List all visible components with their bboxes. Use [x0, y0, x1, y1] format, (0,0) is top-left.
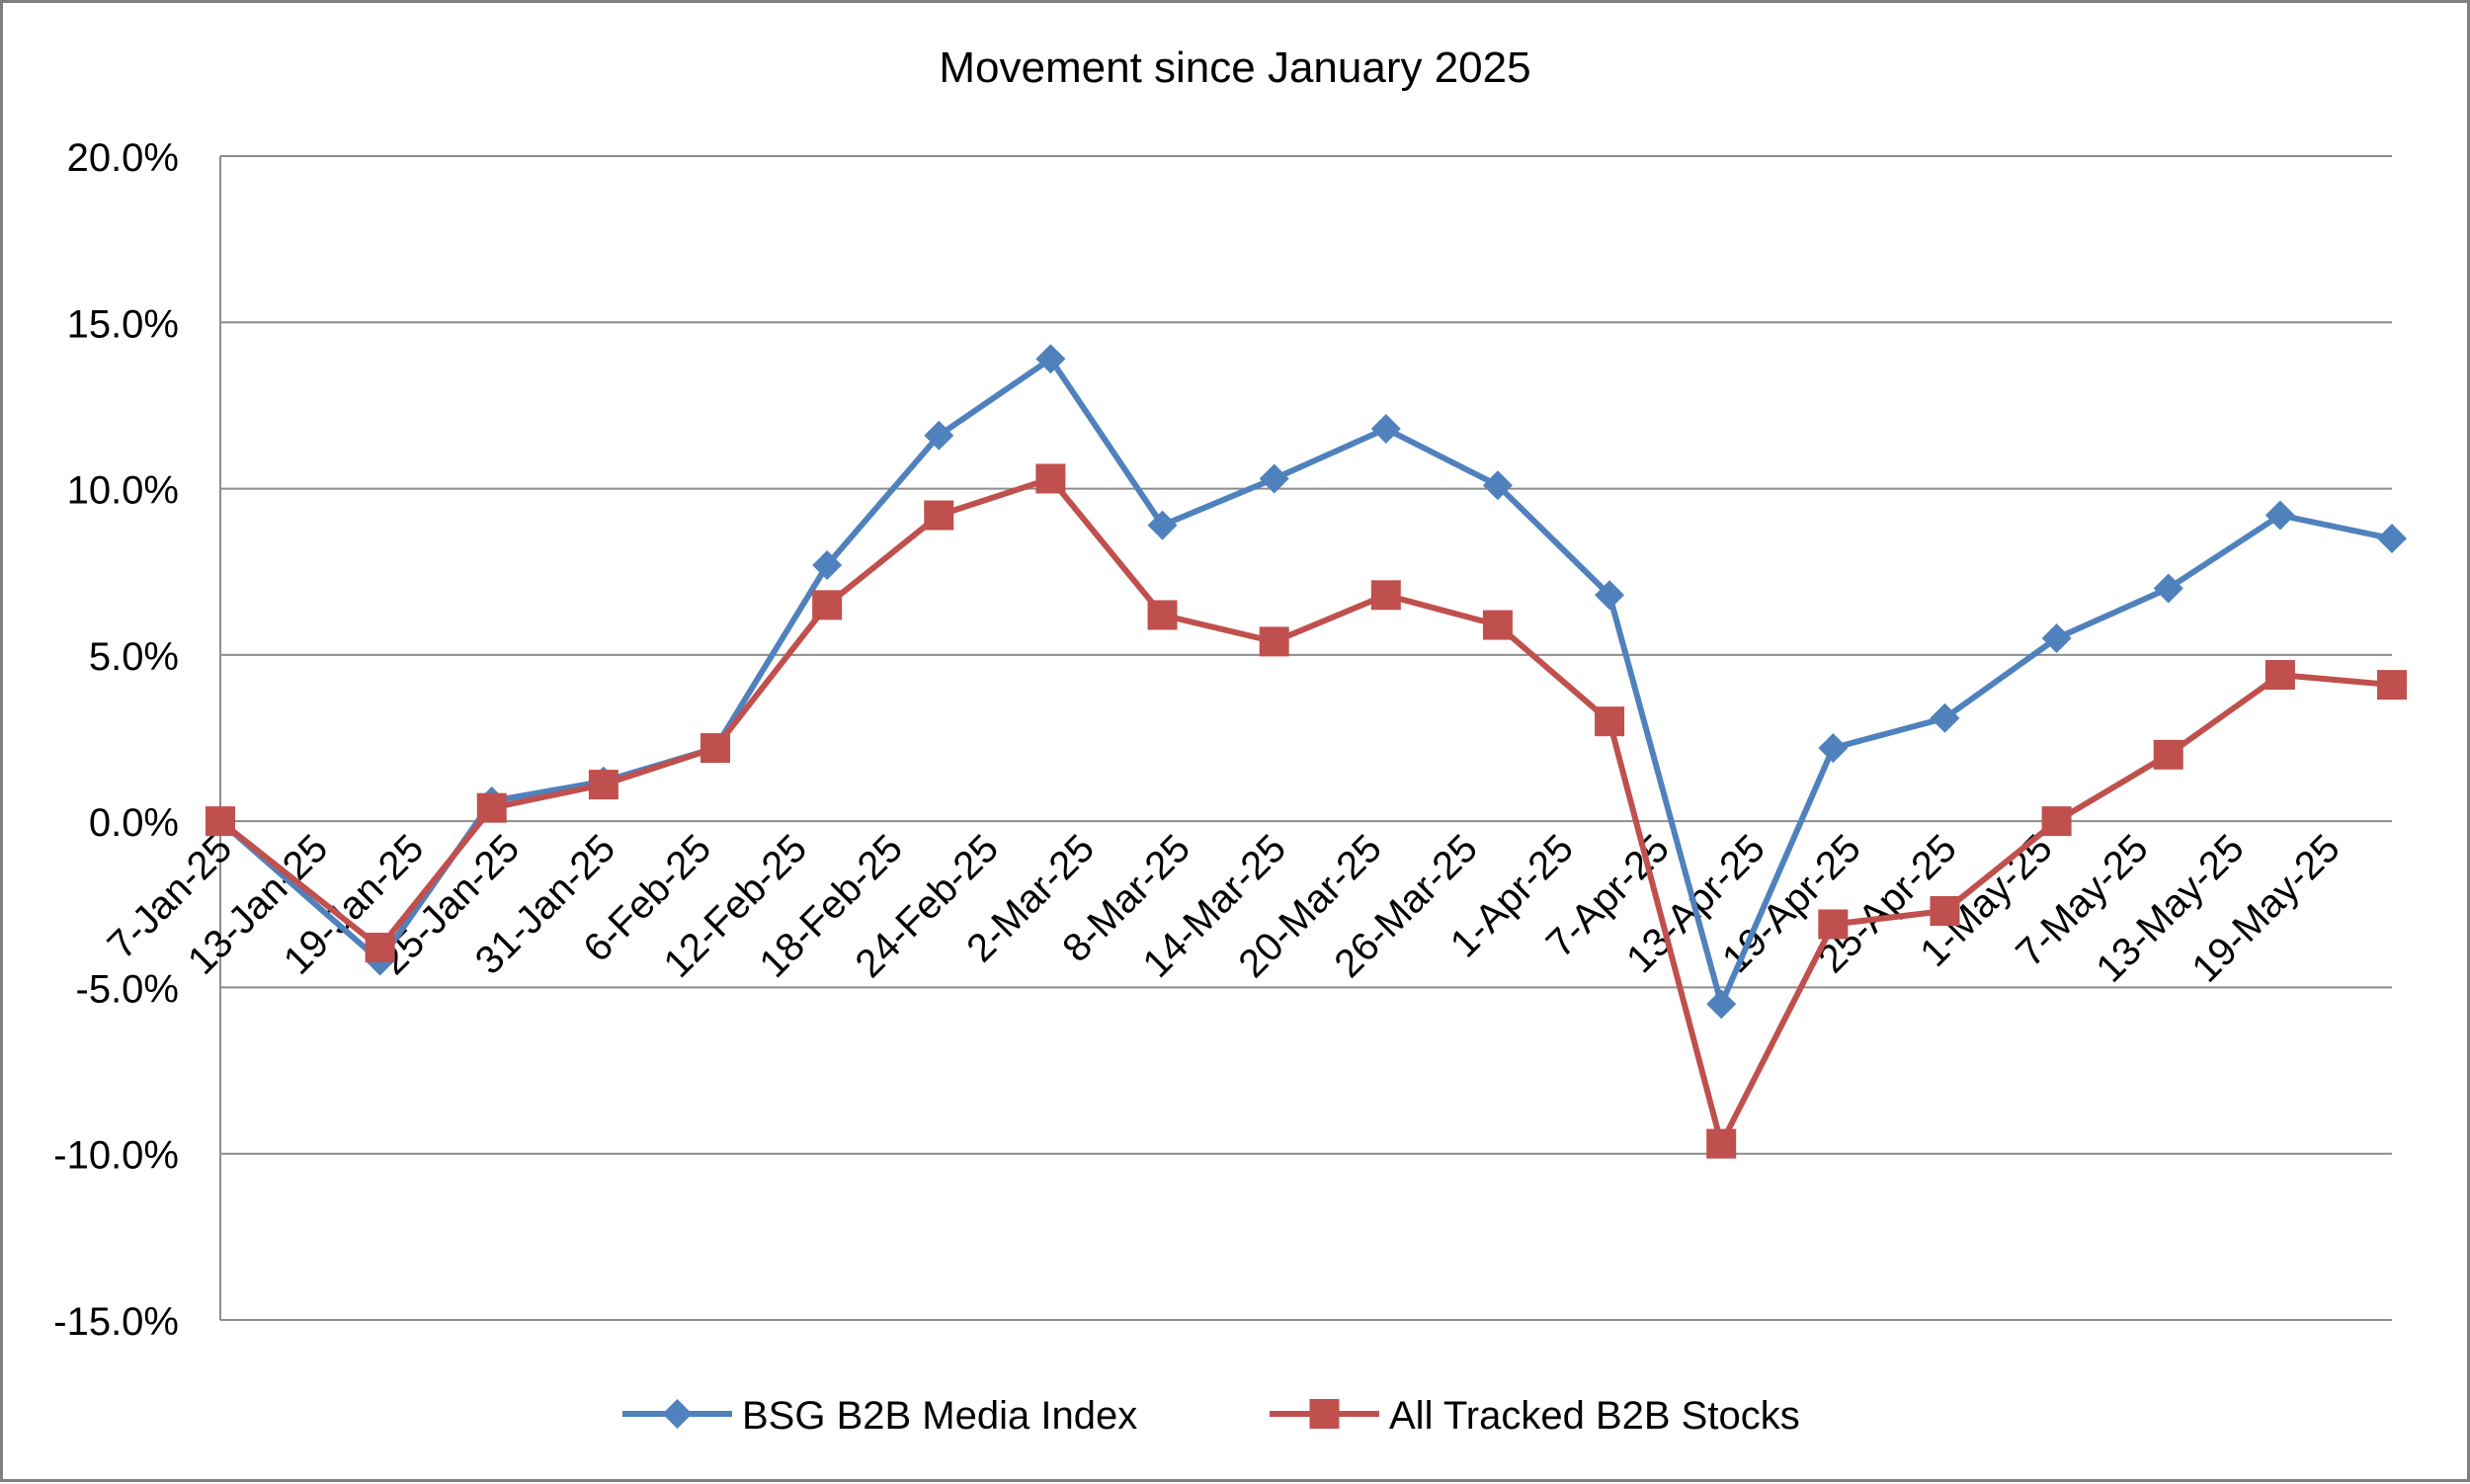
- data-point: [812, 549, 843, 580]
- data-point: [1482, 610, 1513, 640]
- y-tick-label: 5.0%: [89, 635, 179, 679]
- data-point: [1147, 510, 1178, 540]
- legend-entry: All Tracked B2B Stocks: [1270, 1394, 1800, 1438]
- data-point: [700, 733, 731, 764]
- data-point: [588, 770, 618, 800]
- series-layer: [206, 344, 2407, 1159]
- data-point: [924, 500, 954, 531]
- data-point: [476, 792, 507, 823]
- data-point: [2264, 660, 2295, 691]
- y-tick-label: 20.0%: [67, 136, 179, 180]
- gridlines: [219, 155, 2392, 1321]
- y-tick-label: 10.0%: [67, 469, 179, 513]
- data-point: [924, 420, 954, 451]
- y-tick-label: -15.0%: [53, 1300, 179, 1344]
- y-tick-label: 0.0%: [89, 801, 179, 845]
- x-axis-tick-labels: 7-Jan-2513-Jan-2519-Jan-2525-Jan-2531-Ja…: [100, 826, 2348, 990]
- data-point: [2041, 623, 2072, 654]
- data-point: [1595, 706, 1625, 737]
- y-tick-label: 15.0%: [67, 302, 179, 346]
- legend-label: All Tracked B2B Stocks: [1389, 1394, 1800, 1438]
- data-point: [1370, 413, 1401, 444]
- data-point: [2377, 670, 2407, 701]
- data-point: [206, 806, 235, 837]
- data-point: [2264, 500, 2295, 531]
- data-point: [1706, 989, 1737, 1020]
- data-point: [1482, 470, 1513, 501]
- data-point: [2377, 524, 2407, 554]
- data-point: [1930, 896, 1960, 927]
- legend-entry: BSG B2B Media Index: [622, 1394, 1137, 1438]
- series-2: [206, 463, 2407, 1159]
- data-point: [1370, 580, 1401, 611]
- data-point: [812, 590, 843, 620]
- legend: BSG B2B Media Index All Tracked B2B Stock…: [622, 1394, 1800, 1438]
- data-point: [2153, 573, 2183, 604]
- legend-marker: [1309, 1399, 1340, 1429]
- data-point: [1818, 733, 1849, 764]
- data-point: [2041, 806, 2072, 837]
- series-line: [218, 475, 2393, 1147]
- data-point: [1595, 580, 1625, 611]
- legend-marker: [662, 1399, 693, 1429]
- data-point: [1930, 702, 1960, 733]
- data-point: [1818, 909, 1849, 940]
- data-point: [1035, 463, 1066, 494]
- y-tick-label: -10.0%: [53, 1134, 179, 1178]
- legend-label: BSG B2B Media Index: [742, 1394, 1137, 1438]
- data-point: [1035, 344, 1066, 374]
- data-point: [1259, 463, 1289, 494]
- data-point: [365, 933, 395, 963]
- y-tick-label: -5.0%: [76, 967, 180, 1011]
- data-point: [2153, 739, 2183, 770]
- data-point: [1147, 600, 1178, 630]
- data-point: [1259, 626, 1289, 657]
- data-point: [1706, 1128, 1737, 1159]
- chart-title: Movement since January 2025: [939, 43, 1530, 92]
- line-chart: Movement since January 2025 -15.0% -10.0%…: [53, 43, 2407, 1438]
- y-axis-tick-labels: -15.0% -10.0% -5.0% 0.0% 5.0% 10.0% 15.0% 20.0%: [53, 136, 179, 1344]
